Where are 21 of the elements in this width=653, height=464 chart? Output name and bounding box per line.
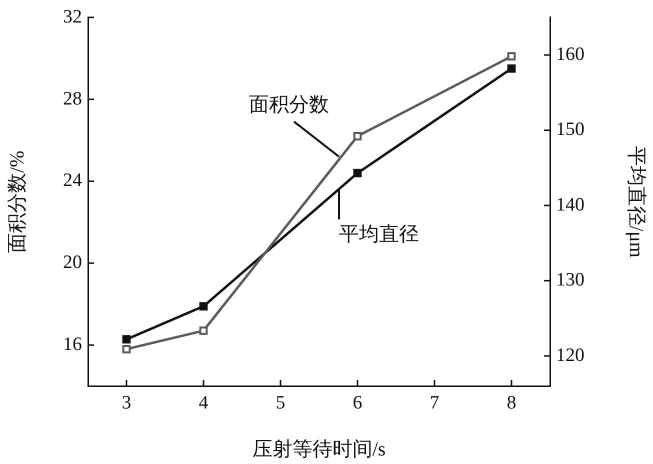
y-tick-label: 32 — [63, 6, 82, 28]
y2-tick-label: 160 — [556, 44, 584, 65]
x-tick-label: 5 — [276, 392, 286, 414]
x-tick-label: 6 — [352, 392, 362, 414]
y2-tick-label: 130 — [556, 270, 584, 291]
x-tick-label: 4 — [198, 392, 209, 414]
y2-tick-label: 140 — [556, 194, 584, 216]
y2-tick-label: 120 — [556, 344, 584, 366]
x-axis-title: 压射等待时间/s — [252, 438, 386, 460]
x-tick-label: 3 — [122, 392, 132, 414]
y-axis-title: 面积分数/% — [6, 150, 28, 253]
y-tick-label: 16 — [63, 334, 82, 356]
y-tick-label: 28 — [63, 88, 82, 110]
y-tick-label: 24 — [63, 170, 82, 192]
annotation: 面积分数 — [249, 94, 330, 116]
x-tick-label: 7 — [430, 392, 440, 414]
annotation: 平均直径 — [339, 224, 420, 246]
x-tick-label: 8 — [506, 392, 516, 414]
y2-axis-title: 平均直径/μm — [624, 146, 647, 258]
y2-tick-label: 150 — [556, 119, 584, 140]
y-tick-label: 20 — [63, 252, 82, 274]
